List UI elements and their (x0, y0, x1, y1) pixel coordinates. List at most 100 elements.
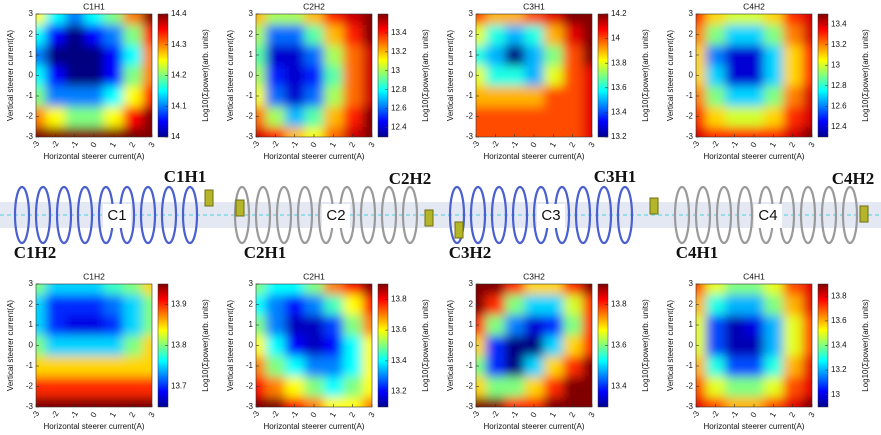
heatmap-cell (36, 85, 47, 107)
heatmap-cell (563, 284, 583, 295)
heatmap-cell (343, 335, 363, 357)
x-tick-label: 0 (89, 410, 99, 419)
heatmap-cell (256, 284, 267, 295)
x-tick-label: 3 (147, 410, 157, 419)
x-tick-label: 1 (768, 410, 778, 419)
heatmap-cell (705, 24, 726, 46)
heatmap-cell (45, 44, 66, 66)
heatmap-smooth (256, 284, 372, 407)
y-tick-label: 0 (469, 71, 474, 80)
heatmap-cell (36, 314, 47, 336)
colorbar-label: Log10(Σpower)(arb. units) (641, 299, 650, 392)
heatmap-cell (476, 396, 487, 407)
heatmap-cell (505, 126, 525, 137)
heatmap-cell (323, 376, 344, 398)
heatmap-cell (304, 284, 325, 295)
coupler (649, 197, 659, 215)
x-tick-label: -3 (30, 139, 42, 150)
heatmap-cell (744, 14, 765, 25)
heatmap-cell (744, 355, 765, 377)
heatmap-cell (563, 376, 583, 398)
colorbar-tick-label: 13.7 (171, 382, 187, 391)
colorbar-tick-label: 13.2 (611, 132, 627, 141)
heatmap-cell (65, 335, 85, 357)
heatmap-cell (36, 14, 47, 25)
heatmap-cell (65, 65, 85, 87)
heatmap-cell (323, 314, 344, 336)
colorbar-tick-label: 12.8 (391, 85, 407, 94)
y-tick-label: -3 (686, 402, 694, 411)
cavity-cell (694, 185, 712, 245)
coupler (235, 199, 245, 217)
heatmap-cell (123, 294, 143, 316)
y-tick-label: -3 (246, 132, 254, 141)
x-axis-label: Horizontal steerer current(A) (704, 422, 805, 431)
heatmap-cell (476, 24, 487, 46)
heatmap-cell (802, 376, 812, 398)
heatmap-cell (582, 106, 592, 128)
heatmap-cell (343, 396, 363, 407)
cavity-cell (76, 185, 94, 245)
x-axis-label: Horizontal steerer current(A) (264, 152, 365, 161)
y-tick-label: 0 (29, 71, 34, 80)
heatmap-cell (123, 376, 143, 398)
heatmap-cell (705, 294, 726, 316)
heatmap-cell (744, 126, 765, 137)
heatmap-cell (763, 314, 784, 336)
heatmap-cell (362, 85, 372, 107)
colorbar-tick-label: 12.4 (391, 123, 407, 132)
x-tick-label: -2 (489, 409, 501, 420)
x-axis-label: Horizontal steerer current(A) (484, 422, 585, 431)
cavity-cell (448, 185, 466, 245)
heatmap-cell (343, 376, 363, 398)
y-axis-label: Vertical steerer current(A) (6, 300, 15, 391)
heatmap-cell (543, 284, 564, 295)
heatmap-cells (476, 14, 592, 137)
heatmap-cell (476, 44, 487, 66)
heatmap-cell (543, 335, 564, 357)
heatmap-cell (485, 44, 506, 66)
heatmap-cell (103, 314, 124, 336)
heatmap-cell (476, 355, 487, 377)
heatmap-cell (543, 396, 564, 407)
x-tick-label: -1 (729, 139, 741, 150)
heatmap-cell (696, 106, 707, 128)
heatmap-cell (36, 355, 47, 377)
cavity-cell (401, 185, 419, 245)
heatmap-cell (142, 294, 152, 316)
heatmap-cell (505, 355, 525, 377)
heatmap-cell (485, 106, 506, 128)
y-tick-label: -1 (466, 91, 474, 100)
heatmap-cell (123, 126, 143, 137)
diagram-label: C1H1 (164, 167, 207, 186)
label-box (103, 204, 131, 228)
heatmap-cell (476, 314, 487, 336)
y-tick-label: -3 (466, 132, 474, 141)
heatmap-cell (36, 396, 47, 407)
cavity-cell (574, 185, 592, 245)
heatmap-cell (485, 314, 506, 336)
y-axis-label: Vertical steerer current(A) (666, 300, 675, 391)
heatmap-cell (802, 314, 812, 336)
colorbar-tick-label: 14 (171, 132, 180, 141)
heatmap-cell (705, 284, 726, 295)
heatmap-cell (65, 126, 85, 137)
x-tick-label: -1 (729, 409, 741, 420)
heatmap-cell (505, 294, 525, 316)
heatmap-cell (103, 335, 124, 357)
heatmap-cell (142, 126, 152, 137)
heatmap-cell (362, 294, 372, 316)
coupler (859, 205, 869, 223)
x-tick-label: -3 (690, 139, 702, 150)
heatmap-cell (476, 284, 487, 295)
heatmap-cell (265, 355, 286, 377)
heatmap-cell (285, 44, 305, 66)
heatmap-cell (802, 44, 812, 66)
heatmap-cell (362, 396, 372, 407)
heatmap-cell (256, 335, 267, 357)
diagram-label: C1H2 (14, 243, 57, 262)
colorbar-tick-label: 13 (831, 60, 840, 69)
colorbar-tick-label: 13.4 (391, 356, 407, 365)
heatmap-cell (476, 376, 487, 398)
heatmap-cell (84, 14, 105, 25)
